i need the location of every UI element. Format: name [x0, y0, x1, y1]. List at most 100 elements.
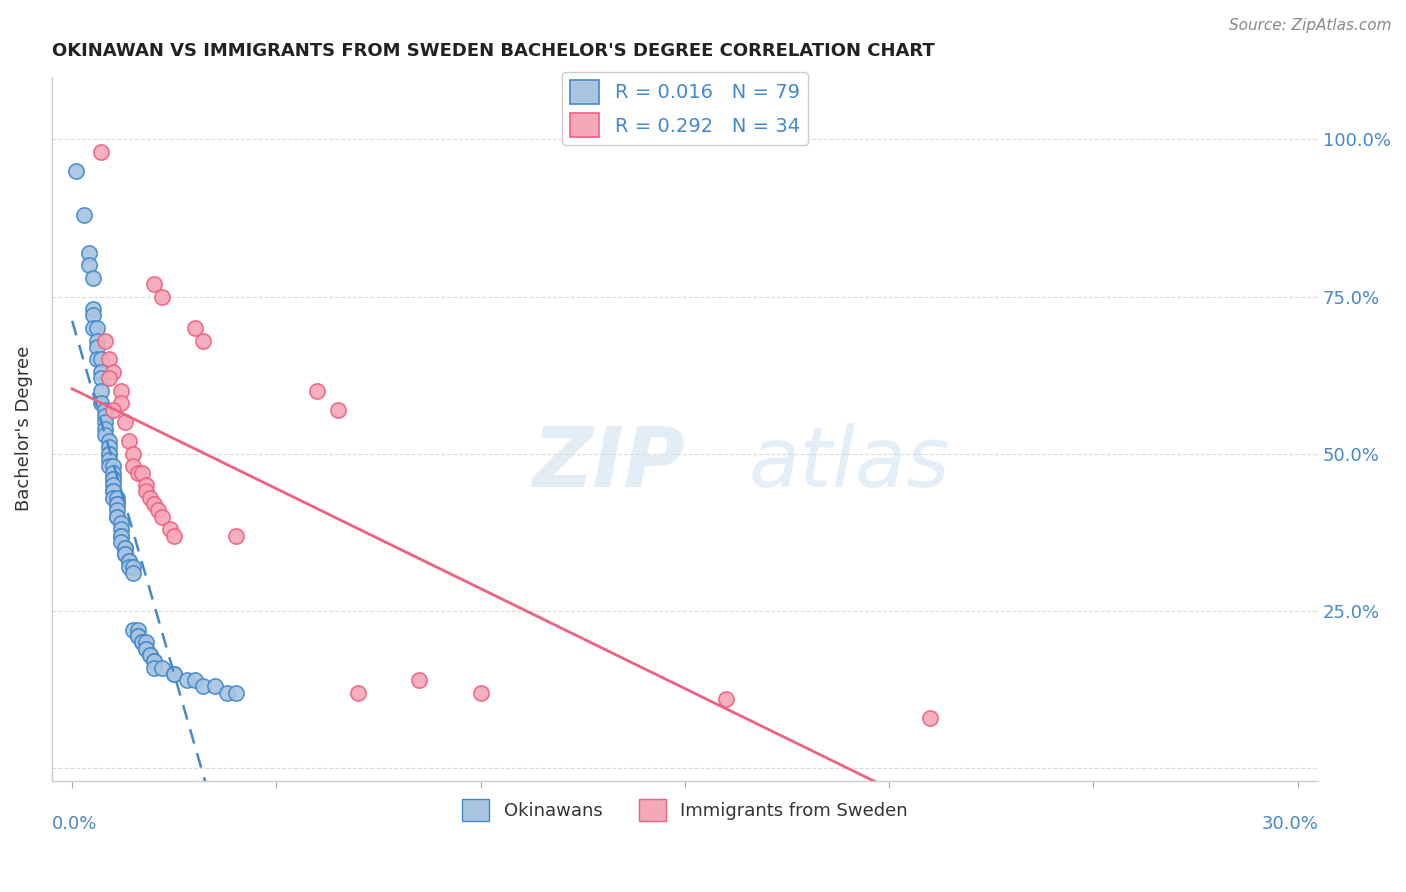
Point [110, 522, 132, 536]
Point [105, 509, 128, 524]
Point [82, 321, 104, 335]
Point [127, 629, 149, 643]
Point [82, 309, 104, 323]
Point [122, 566, 145, 581]
Legend: Okinawans, Immigrants from Sweden: Okinawans, Immigrants from Sweden [456, 791, 915, 828]
Point [150, 290, 173, 304]
Point [163, 666, 186, 681]
Point [97, 352, 120, 367]
Point [110, 528, 132, 542]
Point [122, 623, 145, 637]
Point [105, 503, 128, 517]
Point [101, 472, 124, 486]
Text: atlas: atlas [749, 424, 950, 504]
Point [150, 660, 173, 674]
Point [101, 491, 124, 505]
Point [347, 686, 370, 700]
Text: OKINAWAN VS IMMIGRANTS FROM SWEDEN BACHELOR'S DEGREE CORRELATION CHART: OKINAWAN VS IMMIGRANTS FROM SWEDEN BACHE… [52, 42, 935, 60]
Point [142, 654, 165, 668]
Point [159, 522, 181, 536]
Point [77, 245, 100, 260]
Point [176, 673, 198, 687]
Point [97, 453, 120, 467]
Point [114, 415, 136, 429]
Point [131, 635, 153, 649]
Point [118, 560, 141, 574]
Point [86, 340, 108, 354]
Point [114, 541, 136, 555]
Point [118, 554, 141, 568]
Text: 30.0%: 30.0% [1261, 815, 1319, 833]
Point [150, 509, 173, 524]
Point [114, 547, 136, 561]
Point [146, 503, 169, 517]
Point [163, 666, 186, 681]
Point [86, 321, 108, 335]
Point [101, 365, 124, 379]
Point [139, 648, 162, 662]
Point [122, 447, 145, 461]
Point [142, 660, 165, 674]
Text: 0.0%: 0.0% [52, 815, 97, 833]
Point [127, 466, 149, 480]
Point [122, 560, 145, 574]
Text: ZIP: ZIP [533, 424, 685, 504]
Point [191, 334, 214, 348]
Point [217, 686, 239, 700]
Point [118, 434, 141, 449]
Point [470, 686, 492, 700]
Point [105, 491, 128, 505]
Point [94, 402, 117, 417]
Point [97, 371, 120, 385]
Point [101, 466, 124, 480]
Point [110, 534, 132, 549]
Text: Source: ZipAtlas.com: Source: ZipAtlas.com [1229, 18, 1392, 33]
Point [101, 472, 124, 486]
Point [90, 352, 112, 367]
Point [408, 673, 430, 687]
Point [97, 447, 120, 461]
Point [225, 686, 247, 700]
Point [82, 302, 104, 317]
Point [127, 629, 149, 643]
Point [714, 692, 737, 706]
Point [90, 371, 112, 385]
Point [101, 478, 124, 492]
Point [90, 365, 112, 379]
Point [105, 497, 128, 511]
Point [135, 641, 157, 656]
Point [114, 547, 136, 561]
Point [90, 145, 112, 159]
Point [65, 164, 87, 178]
Point [105, 509, 128, 524]
Point [90, 396, 112, 410]
Point [142, 277, 165, 291]
Point [307, 384, 329, 398]
Point [110, 396, 132, 410]
Point [135, 635, 157, 649]
Y-axis label: Bachelor's Degree: Bachelor's Degree [15, 346, 32, 511]
Point [97, 459, 120, 474]
Point [142, 654, 165, 668]
Point [86, 352, 108, 367]
Point [94, 422, 117, 436]
Point [139, 648, 162, 662]
Point [204, 679, 226, 693]
Point [918, 711, 941, 725]
Point [97, 434, 120, 449]
Point [86, 334, 108, 348]
Point [135, 484, 157, 499]
Point [90, 384, 112, 398]
Point [101, 484, 124, 499]
Point [183, 673, 205, 687]
Point [77, 258, 100, 272]
Point [73, 208, 96, 222]
Point [135, 641, 157, 656]
Point [97, 441, 120, 455]
Point [101, 459, 124, 474]
Point [110, 528, 132, 542]
Point [183, 321, 205, 335]
Point [114, 541, 136, 555]
Point [82, 270, 104, 285]
Point [105, 497, 128, 511]
